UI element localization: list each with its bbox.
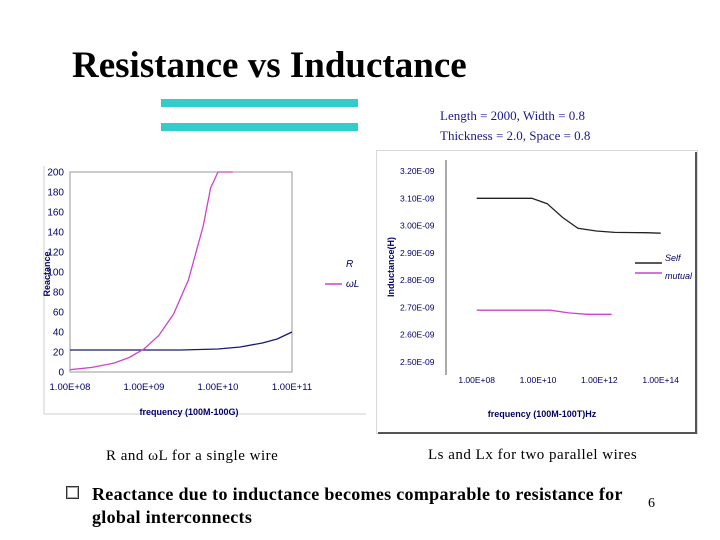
slide-title: Resistance vs Inductance: [72, 45, 467, 86]
inductance-y-tick-3.10E-09: 3.10E-09: [400, 193, 435, 203]
reactance-y-tick-180: 180: [47, 188, 64, 199]
reactance-x-tick-1.00E+08: 1.00E+08: [50, 382, 91, 393]
reactance-x-tick-1.00E+10: 1.00E+10: [198, 382, 239, 393]
reactance-plot-area: [69, 171, 293, 373]
bullet-line-2: global interconnects: [92, 507, 253, 527]
inductance-y-tick-2.90E-09: 2.90E-09: [400, 248, 435, 258]
inductance-series-mutual: [476, 309, 612, 315]
reactance-y-tick-100: 100: [47, 268, 64, 279]
inductance-x-tick-1.00E+14: 1.00E+14: [642, 375, 679, 385]
params-line-2: Thickness = 2.0, Space = 0.8: [440, 128, 591, 143]
reactance-y-tick-60: 60: [53, 308, 65, 319]
reactance-y-tick-40: 40: [53, 328, 65, 339]
page-number: 6: [648, 496, 655, 511]
reactance-y-tick-140: 140: [47, 228, 64, 239]
reactance-y-tick-0: 0: [58, 368, 64, 379]
reactance-y-axis-label: Reactance: [42, 251, 52, 296]
caption-left: R and ωL for a single wire: [106, 448, 279, 464]
bullet-line-1: Reactance due to inductance becomes comp…: [92, 484, 623, 504]
reactance-series-r: [70, 331, 293, 351]
reactance-y-tick-160: 160: [47, 208, 64, 219]
reactance-x-axis-label: frequency (100M-100G): [139, 407, 238, 417]
bullet-text: Reactance due to inductance becomes comp…: [92, 483, 623, 529]
caption-right: Ls and Lx for two parallel wires: [428, 447, 638, 463]
reactance-y-tick-120: 120: [47, 248, 64, 259]
params-line-1: Length = 2000, Width = 0.8: [440, 108, 585, 123]
legend-wl-label: ωL: [346, 279, 359, 290]
inductance-series-self: [476, 197, 661, 234]
inductance-x-tick-1.00E+12: 1.00E+12: [581, 375, 618, 385]
reactance-y-tick-80: 80: [53, 288, 65, 299]
reactance-x-tick-1.00E+11: 1.00E+11: [272, 382, 312, 393]
inductance-y-tick-2.50E-09: 2.50E-09: [400, 357, 435, 367]
reactance-chart: 0 20 40 60 80 100 120 140 160 180 200 1.00E+08 1.00…: [42, 166, 366, 417]
inductance-y-tick-2.70E-09: 2.70E-09: [400, 302, 435, 312]
legend-self-label: Self: [665, 253, 682, 263]
legend-mutual-label: mutual: [665, 271, 693, 281]
reactance-x-tick-1.00E+09: 1.00E+09: [124, 382, 165, 393]
inductance-y-tick-3.20E-09: 3.20E-09: [400, 166, 435, 176]
accent-rule-top: [161, 99, 358, 107]
inductance-y-tick-2.80E-09: 2.80E-09: [400, 275, 435, 285]
inductance-x-tick-1.00E+08: 1.00E+08: [458, 375, 495, 385]
reactance-y-tick-20: 20: [53, 348, 65, 359]
inductance-y-axis-label: Inductance(H): [386, 237, 396, 297]
inductance-y-tick-2.60E-09: 2.60E-09: [400, 330, 435, 340]
inductance-x-axis-label: frequency (100M-100T)Hz: [488, 409, 597, 419]
inductance-x-tick-1.00E+10: 1.00E+10: [520, 375, 557, 385]
bullet-square-icon: [66, 486, 79, 499]
accent-rule-bottom: [161, 123, 358, 131]
inductance-chart: 2.50E-09 2.60E-09 2.70E-09 2.80E-09 2.90E-09…: [376, 150, 698, 434]
reactance-y-tick-200: 200: [47, 168, 64, 179]
legend-r-label: R: [346, 259, 353, 270]
reactance-series-wl: [69, 171, 233, 371]
inductance-y-tick-3.00E-09: 3.00E-09: [400, 221, 435, 231]
